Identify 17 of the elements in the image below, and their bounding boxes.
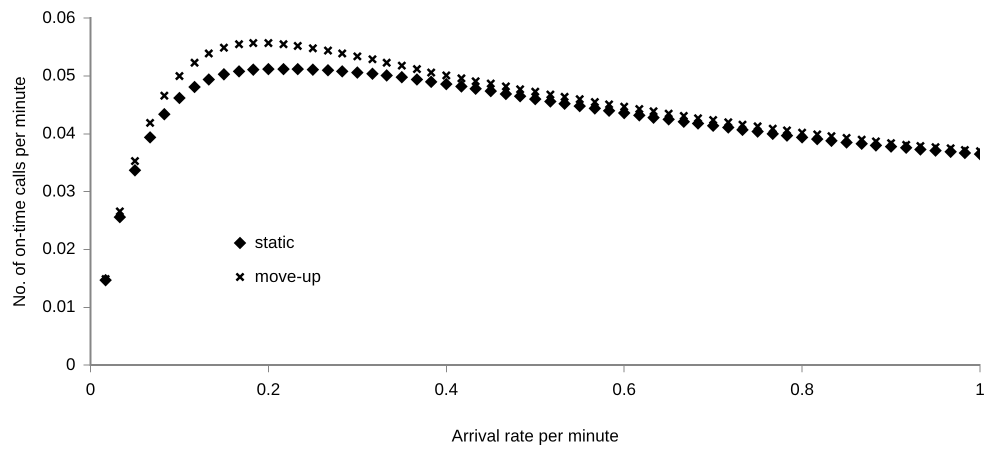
legend-label: static (254, 233, 294, 254)
x-tick-label: 0.8 (790, 380, 814, 400)
y-tick-label: 0.06 (42, 8, 76, 27)
y-tick-label: 0.05 (42, 66, 76, 85)
legend-label: move-up (254, 267, 321, 288)
x-tick-label: 0.2 (256, 380, 280, 400)
y-axis-title: No. of on-time calls per minute (10, 76, 29, 307)
y-tick-label: 0.02 (42, 239, 76, 258)
y-tick-label: 0.03 (42, 181, 76, 200)
x-tick-label: 1 (975, 380, 985, 400)
y-tick-label: 0 (66, 354, 76, 374)
x-tick-label: 0 (86, 380, 96, 400)
x-axis-title: Arrival rate per minute (452, 426, 619, 446)
y-tick-label: 0.01 (42, 297, 76, 316)
x-tick-label: 0.6 (612, 380, 636, 400)
x-tick-label: 0.4 (434, 380, 458, 400)
y-tick-label: 0.04 (42, 124, 76, 143)
